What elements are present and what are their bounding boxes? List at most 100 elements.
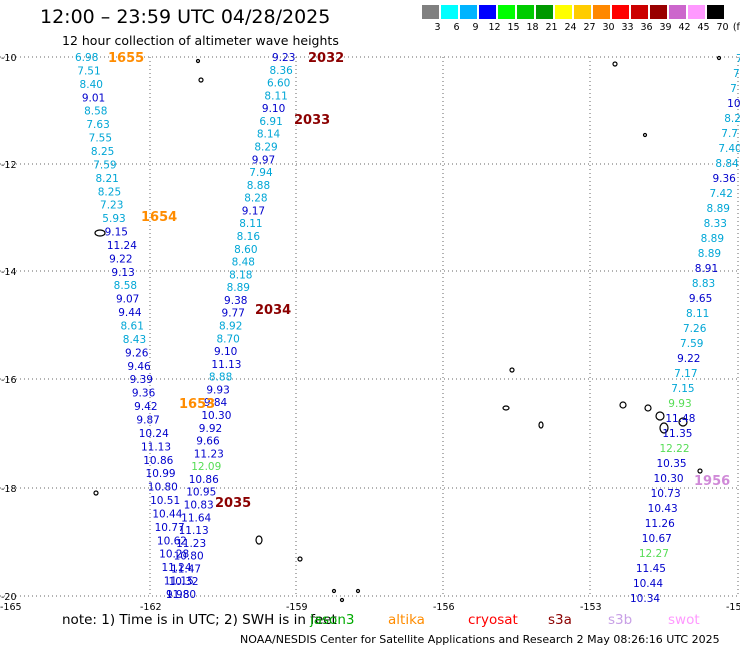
wave-height-value: 9.93 — [668, 398, 691, 410]
wave-height-value: 11.15 — [164, 576, 194, 588]
pass-time-labels: 1655 1654 1653 2032 2033 2034 2035 1956 — [108, 51, 730, 511]
island-outline — [339, 597, 345, 603]
map-subtitle: 12 hour collection of altimeter wave hei… — [62, 33, 339, 48]
island-outline — [198, 77, 204, 83]
wave-height-value: 8.18 — [229, 269, 252, 281]
legend-label: 70 — [716, 22, 729, 33]
satellite-name: s3b — [608, 612, 633, 628]
lat-tick-label: -12 — [1, 160, 17, 171]
wave-height-value: 7.59 — [93, 159, 116, 171]
wave-height-value: 8.88 — [247, 180, 270, 192]
wave-height-value: 9.36 — [712, 173, 736, 185]
wave-height-value: 11.13 — [141, 441, 171, 453]
legend-swatch — [536, 5, 553, 19]
pass-time-label: 2034 — [255, 303, 291, 318]
wave-height-value: 9.44 — [118, 307, 142, 319]
wave-height-value: 8.48 — [232, 257, 255, 269]
wave-height-value: 9.38 — [224, 295, 247, 307]
wave-height-value: 7.94 — [249, 167, 273, 179]
legend-swatch — [441, 5, 458, 19]
satellite-name: s3a — [548, 612, 572, 628]
pass-time-label: 1653 — [179, 397, 215, 412]
wave-height-value: 10.67 — [642, 533, 672, 545]
wave-height-value: 11.23 — [194, 448, 224, 460]
wave-height-value: 11.45 — [636, 563, 666, 575]
pass-time-label: 2033 — [294, 113, 330, 128]
legend-swatch — [460, 5, 477, 19]
wave-height-value: 9.93 — [206, 384, 229, 396]
island-outline — [331, 588, 337, 594]
wave-height-value: 10.95 — [186, 487, 216, 499]
wave-height-value: 9.36 — [132, 388, 156, 400]
wave-height-value: 10.30 — [654, 473, 684, 485]
wave-height-value: 8.11 — [686, 308, 709, 320]
wave-height-value: 10.30 — [201, 410, 231, 422]
legend-label: 6 — [453, 22, 460, 33]
wave-height-value: 6.91 — [259, 116, 282, 128]
wave-height-value: 8.11 — [264, 90, 287, 102]
wave-height-value: 8.14 — [257, 129, 281, 141]
island-outline — [195, 58, 201, 64]
wave-height-value: 11.24 — [161, 562, 191, 574]
wave-height-value: 9.77 — [222, 308, 245, 320]
island-outline — [538, 421, 544, 429]
legend-swatch — [631, 5, 648, 19]
wave-height-value: 11.13 — [211, 359, 241, 371]
island-outline — [509, 367, 515, 373]
wave-height-value: 9.26 — [125, 347, 149, 359]
wave-height-value: 10.86 — [189, 474, 219, 486]
wave-height-value: 12.22 — [659, 443, 689, 455]
wave-height-value: 12.09 — [191, 461, 221, 473]
wave-height-value: 9.10 — [262, 103, 285, 115]
wave-height-value: 8.89 — [707, 203, 730, 215]
wave-height-value: 8.61 — [121, 321, 144, 333]
island-outline — [716, 55, 722, 61]
wave-height-value: 8.28 — [244, 193, 267, 205]
island-outline — [659, 422, 669, 434]
wave-height-value: 7 — [730, 83, 737, 95]
wave-height-value: 9.07 — [116, 294, 139, 306]
satellite-name: jason3 — [310, 612, 355, 628]
wave-height-value: 8.89 — [698, 248, 721, 260]
wave-height-value: 9.46 — [127, 361, 151, 373]
wave-height-value: 8.89 — [701, 233, 724, 245]
wave-height-value: 10.62 — [157, 535, 187, 547]
wave-height-value: 9.65 — [689, 293, 712, 305]
legend-swatch — [574, 5, 591, 19]
island-outline — [619, 401, 627, 409]
wave-height-value: 8.92 — [219, 321, 242, 333]
wave-height-value: 9.84 — [204, 397, 228, 409]
island-outline — [678, 417, 688, 427]
legend-label: 42 — [678, 22, 691, 33]
wave-height-value: 9.97 — [252, 154, 275, 166]
wave-height-value: 11.26 — [645, 518, 675, 530]
legend-label: 3 — [434, 22, 441, 33]
wave-height-value: 10.43 — [648, 503, 678, 515]
satellite-name: altika — [388, 612, 425, 628]
legend-label: 45 — [697, 22, 710, 33]
wave-height-value: 7.23 — [100, 200, 123, 212]
wave-height-value: 10.1 — [727, 98, 740, 110]
legend-label: 15 — [507, 22, 520, 33]
wave-height-value: 8.88 — [209, 372, 232, 384]
legend-swatch — [498, 5, 515, 19]
island-outline — [644, 404, 652, 412]
wave-height-value: 8.16 — [237, 231, 261, 243]
wave-height-value: 7.17 — [674, 368, 697, 380]
wave-height-value: 8.25 — [91, 146, 114, 158]
pass-time-label: 1956 — [694, 474, 730, 489]
wave-height-value: 8.83 — [692, 278, 715, 290]
wave-height-value: 9.92 — [199, 423, 222, 435]
wave-height-value: 11.35 — [662, 428, 692, 440]
wave-height-value: 9.01 — [82, 92, 105, 104]
legend-swatch — [688, 5, 705, 19]
footer-note: note: 1) Time is in UTC; 2) SWH is in fe… — [62, 612, 337, 628]
island-outline — [255, 535, 263, 545]
island-outline — [612, 61, 618, 67]
satellite-name: cryosat — [468, 612, 518, 628]
legend-label: 21 — [545, 22, 558, 33]
wave-height-value: 10.44 — [152, 508, 182, 520]
track-2032: 9.238.366.608.119.106.918.148.299.977.94… — [166, 52, 295, 601]
wave-height-value: 11.48 — [665, 413, 695, 425]
lon-tick-label: -162 — [140, 602, 162, 613]
